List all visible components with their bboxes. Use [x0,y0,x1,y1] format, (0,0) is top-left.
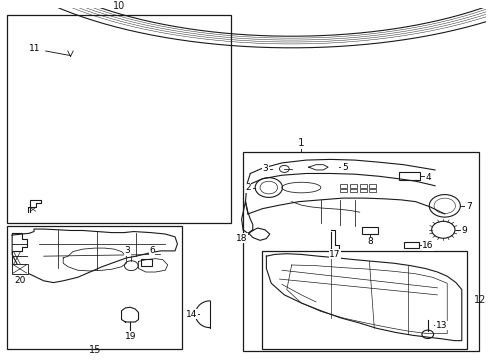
Bar [368,184,375,188]
Bar [7,15,230,223]
Bar [349,184,356,188]
Bar [243,152,478,351]
Text: 20: 20 [14,276,25,285]
Bar [368,189,375,193]
Text: 4: 4 [425,173,431,182]
Bar [398,172,420,180]
Bar [359,184,366,188]
Text: 19: 19 [124,332,136,341]
Bar [262,251,466,350]
Text: 17: 17 [328,250,340,259]
Text: 18: 18 [236,234,247,243]
Text: 8: 8 [366,237,372,246]
Bar [7,226,182,350]
Text: 16: 16 [421,241,433,250]
Bar [359,189,366,193]
Text: 9: 9 [461,226,467,235]
Text: 14: 14 [185,310,197,319]
Bar [404,242,418,248]
Text: 10: 10 [113,0,125,10]
Text: 13: 13 [435,321,446,330]
Text: 3: 3 [124,246,130,255]
Bar [340,184,346,188]
Text: 7: 7 [465,202,470,211]
Bar [362,227,377,234]
Text: 2: 2 [244,183,250,192]
Text: 11: 11 [29,44,41,53]
Text: 6: 6 [149,246,155,255]
Bar [141,258,151,266]
Bar [340,189,346,193]
Text: 5: 5 [342,163,347,172]
Bar [12,264,28,274]
Text: 15: 15 [88,345,101,355]
Text: 1: 1 [298,138,304,148]
Text: 12: 12 [473,295,486,305]
Bar [349,189,356,193]
Text: 3: 3 [262,165,268,174]
